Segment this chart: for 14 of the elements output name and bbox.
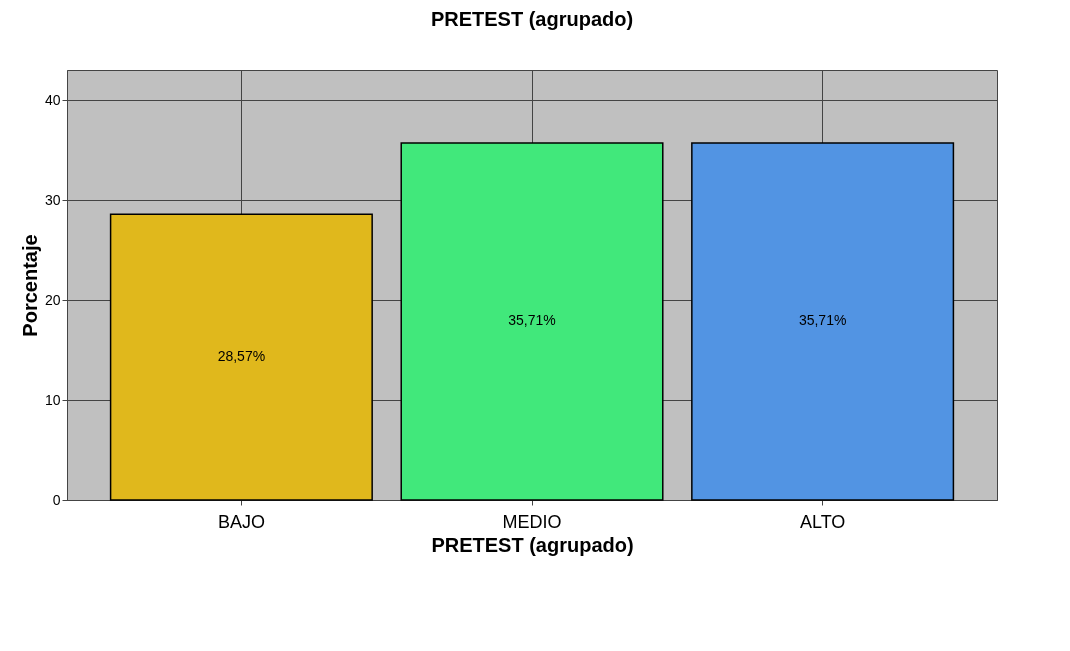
- y-axis-title: Porcentaje: [18, 234, 41, 337]
- x-tick-label: MEDIO: [502, 511, 562, 532]
- y-tick-label: 30: [44, 191, 61, 208]
- y-tick-label: 40: [44, 91, 61, 108]
- x-tick-label: ALTO: [799, 511, 846, 532]
- chart-title: PRETEST (agrupado): [430, 8, 634, 30]
- data-label: 35,71%: [798, 312, 847, 329]
- y-tick-label: 0: [52, 491, 61, 508]
- data-label: 35,71%: [508, 312, 556, 329]
- x-axis-title: PRETEST (agrupado): [431, 533, 634, 556]
- data-label: 28,57%: [217, 348, 266, 365]
- y-tick-label: 10: [44, 391, 61, 408]
- y-tick-label: 20: [44, 291, 61, 308]
- x-tick-label: BAJO: [217, 511, 265, 532]
